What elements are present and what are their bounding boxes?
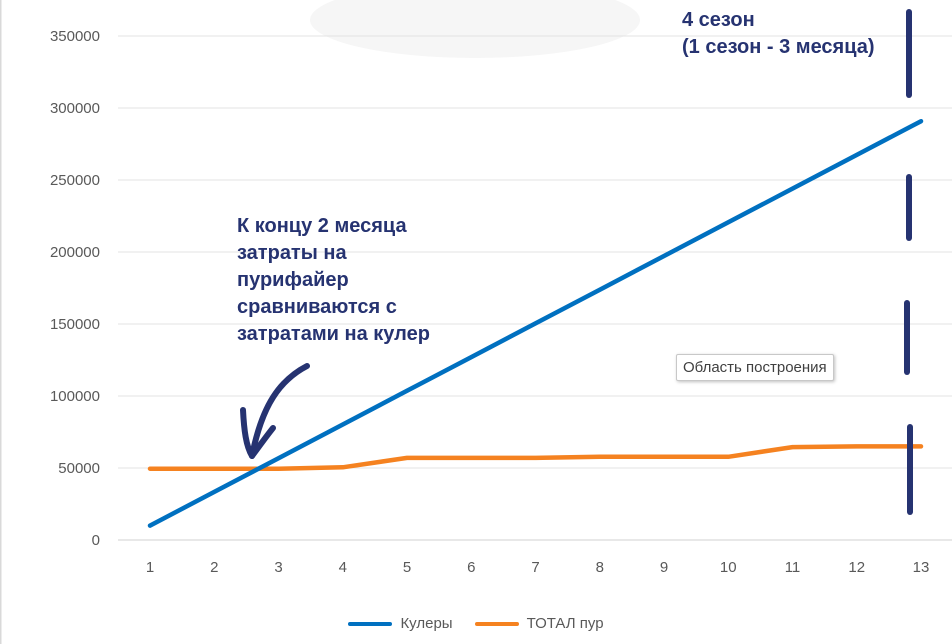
y-tick-label: 150000 — [50, 316, 100, 333]
legend-label: Кулеры — [400, 615, 453, 632]
annotation-line: 4 сезон — [682, 9, 755, 31]
x-axis-tick-labels: 1 2 3 4 5 6 7 8 9 10 11 12 13 — [146, 559, 930, 576]
annotation-line: (1 сезон - 3 месяца) — [682, 36, 875, 58]
x-tick-label: 2 — [210, 559, 218, 576]
faded-background-shape — [310, 0, 640, 58]
x-tick-label: 7 — [531, 559, 539, 576]
arrow-head — [240, 407, 276, 459]
left-edge — [0, 0, 2, 644]
y-tick-label: 100000 — [50, 388, 100, 405]
x-tick-label: 4 — [339, 559, 347, 576]
x-tick-label: 9 — [660, 559, 668, 576]
season-annotation: 4 сезон (1 сезон - 3 месяца) — [682, 7, 875, 61]
y-tick-label: 200000 — [50, 244, 100, 261]
annotation-line: затратами на кулер — [237, 323, 430, 345]
legend-item-kulery[interactable]: Кулеры — [348, 615, 453, 632]
arrow-shaft — [249, 363, 310, 459]
chart-legend[interactable]: Кулеры ТОТАЛ пур — [0, 615, 952, 632]
x-tick-label: 8 — [596, 559, 604, 576]
x-tick-label: 10 — [720, 559, 737, 576]
y-tick-label: 0 — [92, 532, 100, 549]
annotation-line: К концу 2 месяца — [237, 215, 407, 237]
y-tick-label: 50000 — [58, 460, 100, 477]
x-tick-label: 1 — [146, 559, 154, 576]
series-line-1 — [147, 444, 924, 471]
hand-drawn-arrow — [240, 363, 310, 459]
legend-swatch — [474, 621, 519, 626]
annotation-line: пурифайер — [237, 269, 349, 291]
x-tick-label: 6 — [467, 559, 475, 576]
legend-swatch — [348, 621, 393, 626]
x-tick-label: 13 — [913, 559, 930, 576]
x-tick-label: 12 — [848, 559, 865, 576]
y-tick-label: 300000 — [50, 100, 100, 117]
legend-label: ТОТАЛ пур — [526, 615, 604, 632]
annotation-line: сравниваются с — [237, 296, 397, 318]
x-tick-label: 3 — [274, 559, 282, 576]
x-tick-label: 11 — [785, 559, 801, 576]
annotation-line: затраты на — [237, 242, 347, 264]
x-tick-label: 5 — [403, 559, 411, 576]
plot-area-tooltip: Область построения — [676, 354, 834, 381]
y-axis-tick-labels: 0 50000 100000 150000 200000 250000 300000 3500… — [50, 28, 100, 549]
series-lines — [147, 118, 924, 528]
series-line-0 — [147, 118, 924, 528]
legend-item-total-pur[interactable]: ТОТАЛ пур — [474, 615, 604, 632]
crossover-annotation: К концу 2 месяца затраты на пурифайер ср… — [237, 213, 430, 348]
y-tick-label: 350000 — [50, 28, 100, 45]
season-markers — [904, 9, 913, 515]
y-tick-label: 250000 — [50, 172, 100, 189]
